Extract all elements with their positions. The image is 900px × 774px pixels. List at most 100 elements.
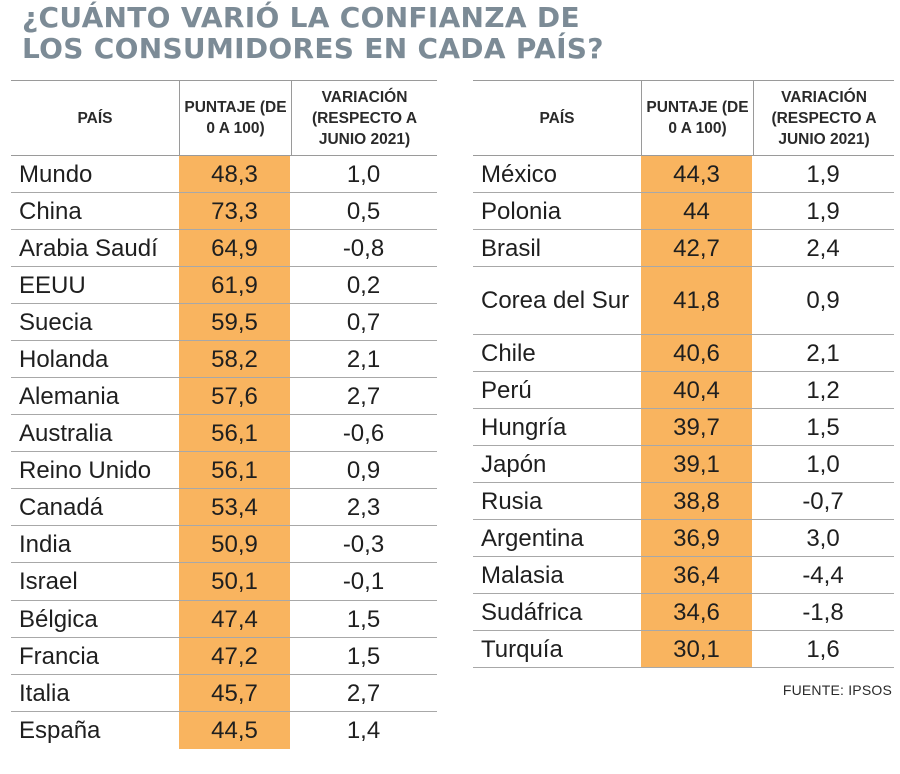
variation-cell: 1,0 — [346, 160, 381, 188]
country-cell: Perú — [481, 376, 532, 404]
score-cell: 57,6 — [179, 378, 290, 414]
variation-cell: 2,7 — [346, 679, 381, 707]
country-cell: Brasil — [481, 234, 542, 262]
variation-cell: -0,1 — [342, 568, 385, 595]
country-cell: Sudáfrica — [481, 598, 583, 626]
country-cell: Francia — [19, 642, 100, 670]
score-cell: 30,1 — [641, 631, 752, 667]
table-row: China 73,3 0,5 — [11, 193, 437, 230]
country-cell: Australia — [19, 419, 113, 447]
variation-cell: 2,1 — [346, 345, 381, 373]
header-variation: VARIACIÓN (RESPECTO A JUNIO 2021) — [311, 88, 418, 148]
variation-cell: 1,5 — [346, 605, 381, 633]
source-note: FUENTE: IPSOS — [782, 682, 892, 698]
table-row: Reino Unido 56,1 0,9 — [11, 452, 437, 489]
score-cell: 41,8 — [641, 267, 752, 334]
table-row: Suecia 59,5 0,7 — [11, 304, 437, 341]
country-cell: Rusia — [481, 487, 543, 515]
table-row: Hungría 39,7 1,5 — [473, 409, 894, 446]
score-cell: 39,7 — [641, 409, 752, 445]
table-row: Malasia 36,4 -4,4 — [473, 557, 894, 594]
left-table: PAÍS PUNTAJE (DE 0 A 100) VARIACIÓN (RES… — [11, 80, 437, 749]
country-cell: China — [19, 197, 82, 225]
variation-cell: 1,6 — [806, 635, 840, 663]
variation-cell: -1,8 — [802, 598, 844, 626]
country-cell: Canadá — [19, 493, 104, 521]
variation-cell: 0,2 — [346, 271, 381, 299]
table-row: EEUU 61,9 0,2 — [11, 267, 437, 304]
score-cell: 34,6 — [641, 594, 752, 630]
score-cell: 38,8 — [641, 483, 752, 519]
table-row: México 44,3 1,9 — [473, 156, 894, 193]
table-row: Japón 39,1 1,0 — [473, 446, 894, 483]
country-cell: Italia — [19, 679, 70, 707]
table-row: India 50,9 -0,3 — [11, 526, 437, 563]
table-row: Australia 56,1 -0,6 — [11, 415, 437, 452]
score-cell: 40,4 — [641, 372, 752, 408]
table-row: Bélgica 47,4 1,5 — [11, 601, 437, 638]
variation-cell: 2,1 — [806, 339, 840, 367]
table-body: México 44,3 1,9 Polonia 44 1,9 Brasil 42,7 2,4 Co… — [473, 156, 894, 668]
score-cell: 59,5 — [179, 304, 290, 340]
score-cell: 44 — [641, 193, 752, 229]
variation-cell: 0,7 — [346, 308, 381, 336]
score-cell: 39,1 — [641, 446, 752, 482]
table-row: Sudáfrica 34,6 -1,8 — [473, 594, 894, 631]
score-cell: 44,3 — [641, 156, 752, 192]
table-row: Canadá 53,4 2,3 — [11, 489, 437, 526]
table-row: Perú 40,4 1,2 — [473, 372, 894, 409]
score-cell: 36,4 — [641, 557, 752, 593]
score-cell: 56,1 — [179, 452, 290, 488]
country-cell: Japón — [481, 450, 547, 478]
table-row: Argentina 36,9 3,0 — [473, 520, 894, 557]
header-country: PAÍS — [77, 109, 113, 127]
table-row: Corea del Sur 41,8 0,9 — [473, 267, 894, 335]
variation-cell: 2,4 — [806, 234, 840, 262]
score-cell: 64,9 — [179, 230, 290, 266]
country-cell: Malasia — [481, 561, 564, 589]
variation-cell: 0,9 — [806, 287, 840, 314]
table-row: Turquía 30,1 1,6 — [473, 631, 894, 668]
header-score: PUNTAJE (DE 0 A 100) — [641, 81, 754, 155]
header-country: PAÍS — [539, 109, 575, 127]
score-cell: 36,9 — [641, 520, 752, 556]
country-cell: Corea del Sur — [481, 287, 630, 314]
score-cell: 50,9 — [179, 526, 290, 562]
table-row: Arabia Saudí 64,9 -0,8 — [11, 230, 437, 267]
score-cell: 40,6 — [641, 335, 752, 371]
score-cell: 47,4 — [179, 601, 290, 637]
score-cell: 48,3 — [179, 156, 290, 192]
variation-cell: -0,7 — [802, 487, 844, 515]
table-body: Mundo 48,3 1,0 China 73,3 0,5 Arabia Saudí 64,9… — [11, 156, 437, 749]
variation-cell: 2,3 — [346, 493, 381, 521]
variation-cell: 0,5 — [346, 197, 381, 225]
country-cell: Bélgica — [19, 605, 98, 633]
variation-cell: 2,7 — [346, 382, 381, 410]
score-cell: 47,2 — [179, 638, 290, 674]
country-cell: Hungría — [481, 413, 567, 441]
score-cell: 53,4 — [179, 489, 290, 525]
score-cell: 44,5 — [179, 712, 290, 749]
variation-cell: 1,5 — [346, 642, 381, 670]
score-cell: 45,7 — [179, 675, 290, 711]
table-row: Chile 40,6 2,1 — [473, 335, 894, 372]
page-title: ¿CUÁNTO VARIÓ LA CONFIANZA DE LOS CONSUM… — [22, 2, 604, 64]
country-cell: Mundo — [19, 160, 93, 188]
table-row: Holanda 58,2 2,1 — [11, 341, 437, 378]
country-cell: Alemania — [19, 382, 120, 410]
header-score: PUNTAJE (DE 0 A 100) — [179, 81, 292, 155]
variation-cell: 0,9 — [346, 456, 381, 484]
country-cell: Reino Unido — [19, 456, 152, 484]
table-row: Polonia 44 1,9 — [473, 193, 894, 230]
variation-cell: 1,9 — [806, 197, 840, 225]
country-cell: Chile — [481, 339, 536, 367]
variation-cell: 1,2 — [806, 376, 840, 404]
country-cell: Israel — [19, 568, 78, 595]
variation-cell: 1,0 — [806, 450, 840, 478]
score-cell: 58,2 — [179, 341, 290, 377]
table-row: Francia 47,2 1,5 — [11, 638, 437, 675]
country-cell: España — [19, 717, 101, 744]
table-row: Alemania 57,6 2,7 — [11, 378, 437, 415]
variation-cell: -4,4 — [802, 561, 844, 589]
country-cell: India — [19, 530, 72, 558]
